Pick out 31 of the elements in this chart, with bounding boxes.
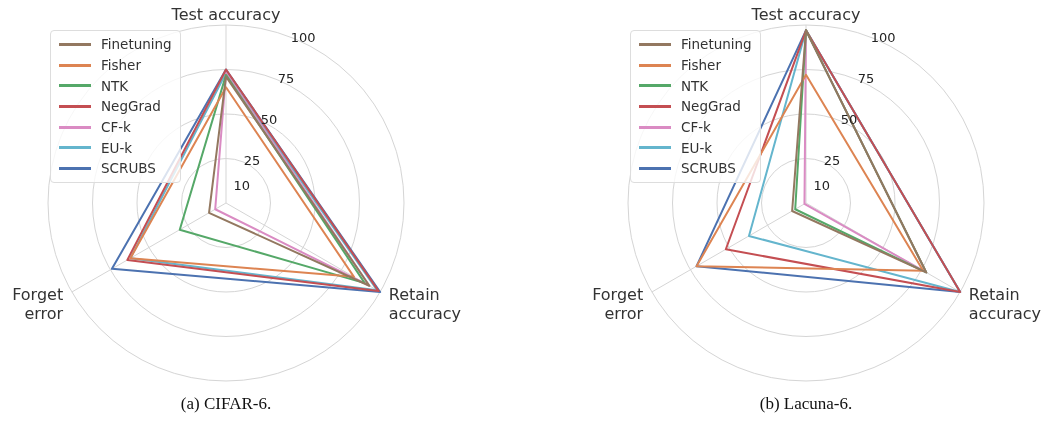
spoke-label: Test accuracy bbox=[170, 5, 281, 25]
y-tick-label: 75 bbox=[277, 71, 295, 87]
legend-label: Fisher bbox=[101, 57, 141, 74]
spoke-label: Retain accuracy bbox=[968, 284, 1041, 323]
legend-label: EU-k bbox=[681, 139, 713, 156]
y-tick-label: 25 bbox=[823, 153, 841, 169]
y-tick-label: 10 bbox=[813, 177, 831, 193]
legend-label: Fisher bbox=[681, 57, 721, 74]
legend-label: SCRUBS bbox=[101, 160, 156, 177]
legend-label: NegGrad bbox=[681, 98, 741, 115]
y-tick-label: 75 bbox=[857, 71, 875, 87]
legend-label: NTK bbox=[681, 77, 709, 94]
legend-label: Finetuning bbox=[681, 36, 752, 53]
spoke-label: Retain accuracy bbox=[388, 284, 461, 323]
y-tick-label: 50 bbox=[260, 112, 278, 128]
text: (b) Lacuna-6. bbox=[759, 394, 853, 414]
legend-label: Finetuning bbox=[101, 36, 172, 53]
y-tick-label: 100 bbox=[290, 29, 316, 45]
text: (a) CIFAR-6. bbox=[180, 394, 272, 414]
spoke-label: Forget error bbox=[12, 284, 64, 323]
y-tick-label: 25 bbox=[243, 153, 261, 169]
spoke-label: Test accuracy bbox=[750, 5, 861, 25]
legend-label: CF-k bbox=[101, 119, 131, 136]
legend-label: EU-k bbox=[101, 139, 133, 156]
legend-label: NTK bbox=[101, 77, 129, 94]
legend-label: CF-k bbox=[681, 119, 711, 136]
legend-label: SCRUBS bbox=[681, 160, 736, 177]
y-tick-label: 100 bbox=[870, 29, 896, 45]
y-tick-label: 10 bbox=[233, 177, 251, 193]
spoke-label: Forget error bbox=[592, 284, 644, 323]
legend-label: NegGrad bbox=[101, 98, 161, 115]
